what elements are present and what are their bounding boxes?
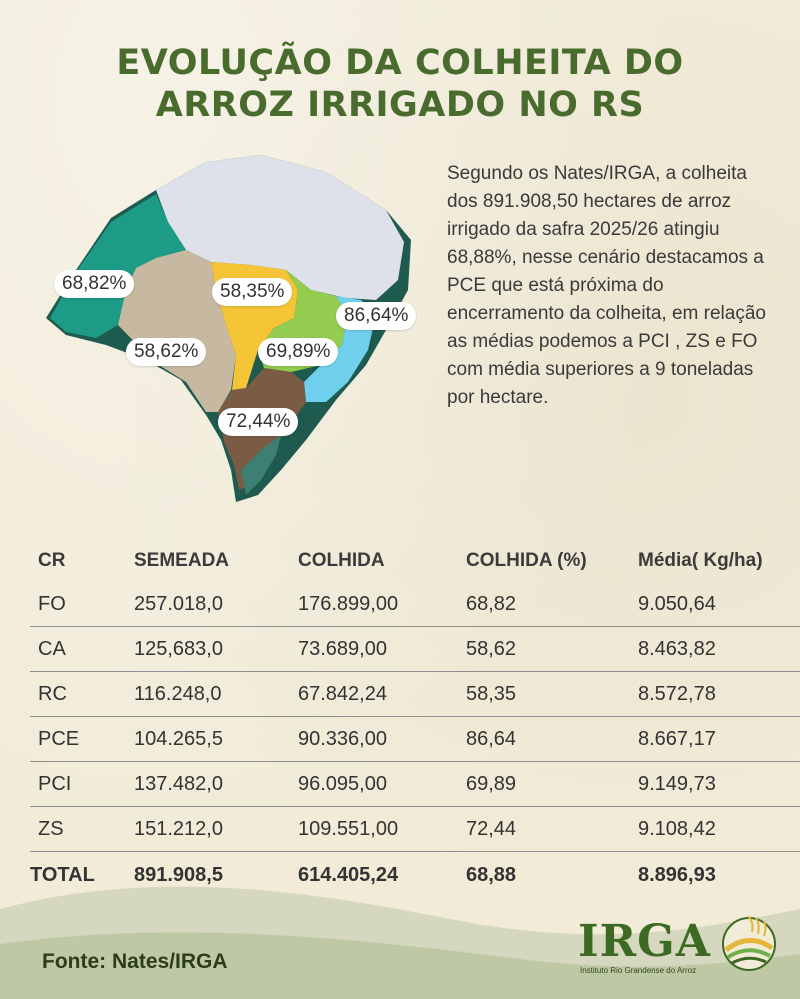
cell-semeada: 137.482,0 [134,772,223,795]
total-colhida-pct: 68,88 [466,863,517,886]
header-media: Média( Kg/ha) [638,550,763,571]
cell-media: 8.667,17 [638,727,716,750]
cell-media: 9.149,73 [638,772,716,795]
cell-semeada: 151.212,0 [134,817,223,840]
source-note: Fonte: Nates/IRGA [42,950,228,973]
cell-semeada: 257.018,0 [134,592,223,615]
table-row: PCE 104.265,5 90.336,00 86,64 8.667,17 [30,717,800,762]
decorative-hills [0,886,800,999]
rs-region-map: 68,82% 58,35% 86,64% 58,62% 69,89% 72,44… [36,150,436,520]
page-title: EVOLUÇÃO DA COLHEITA DO ARROZ IRRIGADO N… [0,42,800,126]
map-label-zs: 72,44% [218,408,299,436]
map-label-pce: 86,64% [336,302,417,330]
table-row: FO 257.018,0 176.899,00 68,82 9.050,64 [30,582,800,627]
header-semeada: SEMEADA [134,550,230,571]
cell-media: 8.463,82 [638,637,716,660]
map-region-fo [50,194,186,338]
map-label-rc: 58,35% [212,278,293,306]
cell-colhida: 67.842,24 [298,682,387,705]
cell-colhida: 90.336,00 [298,727,387,750]
cell-semeada: 125,683,0 [134,637,223,660]
cell-cr: ZS [38,817,64,840]
table-row: CA 125,683,0 73.689,00 58,62 8.463,82 [30,627,800,672]
table-header: CR SEMEADA COLHIDA COLHIDA (%) Média( Kg… [30,540,800,582]
table-total-row: TOTAL 891.908,5 614.405,24 68,88 8.896,9… [30,852,800,898]
map-region-ca [118,250,236,412]
cell-colhida: 109.551,00 [298,817,399,840]
map-label-pci: 69,89% [258,338,339,366]
cell-cr: RC [38,682,67,705]
logo-wordmark: IRGA [578,916,711,967]
cell-cr: FO [38,592,66,615]
summary-paragraph: Segundo os Nates/IRGA, a colheita dos 89… [447,163,766,408]
rice-field-emblem-icon [722,915,776,971]
rs-map-svg [46,155,411,502]
table-row: ZS 151.212,0 109.551,00 72,44 9.108,42 [30,807,800,852]
cell-media: 9.050,64 [638,592,716,615]
map-region-north [156,155,404,300]
header-cr: CR [38,550,66,571]
cell-semeada: 104.265,5 [134,727,223,750]
cell-colhida: 73.689,00 [298,637,387,660]
total-media: 8.896,93 [638,863,716,886]
cell-colhida-pct: 86,64 [466,727,517,750]
map-label-ca: 58,62% [126,338,207,366]
header-colhida-pct: COLHIDA (%) [466,550,587,571]
map-label-fo: 68,82% [54,270,135,298]
table-row: RC 116.248,0 67.842,24 58,35 8.572,78 [30,672,800,717]
cell-media: 8.572,78 [638,682,716,705]
total-colhida: 614.405,24 [298,863,399,886]
total-semeada: 891.908,5 [134,863,223,886]
table-row: PCI 137.482,0 96.095,00 69,89 9.149,73 [30,762,800,807]
title-line-1: EVOLUÇÃO DA COLHEITA DO [116,43,684,83]
harvest-table: CR SEMEADA COLHIDA COLHIDA (%) Média( Kg… [30,540,800,898]
cell-colhida-pct: 69,89 [466,772,517,795]
title-line-2: ARROZ IRRIGADO NO RS [155,85,645,125]
logo-subtitle: Instituto Rio Grandense do Arroz [580,966,697,975]
map-lagoon [241,435,281,495]
header-colhida: COLHIDA [298,550,385,571]
cell-cr: CA [38,637,66,660]
cell-colhida: 96.095,00 [298,772,387,795]
cell-cr: PCI [38,772,72,795]
cell-colhida: 176.899,00 [298,592,399,615]
cell-colhida-pct: 72,44 [466,817,517,840]
cell-semeada: 116.248,0 [134,682,222,705]
total-label: TOTAL [30,863,95,886]
cell-colhida-pct: 68,82 [466,592,517,615]
cell-colhida-pct: 58,62 [466,637,517,660]
cell-cr: PCE [38,727,80,750]
cell-colhida-pct: 58,35 [466,682,517,705]
irga-logo: IRGA Instituto Rio Grandense do Arroz [578,912,788,982]
cell-media: 9.108,42 [638,817,716,840]
